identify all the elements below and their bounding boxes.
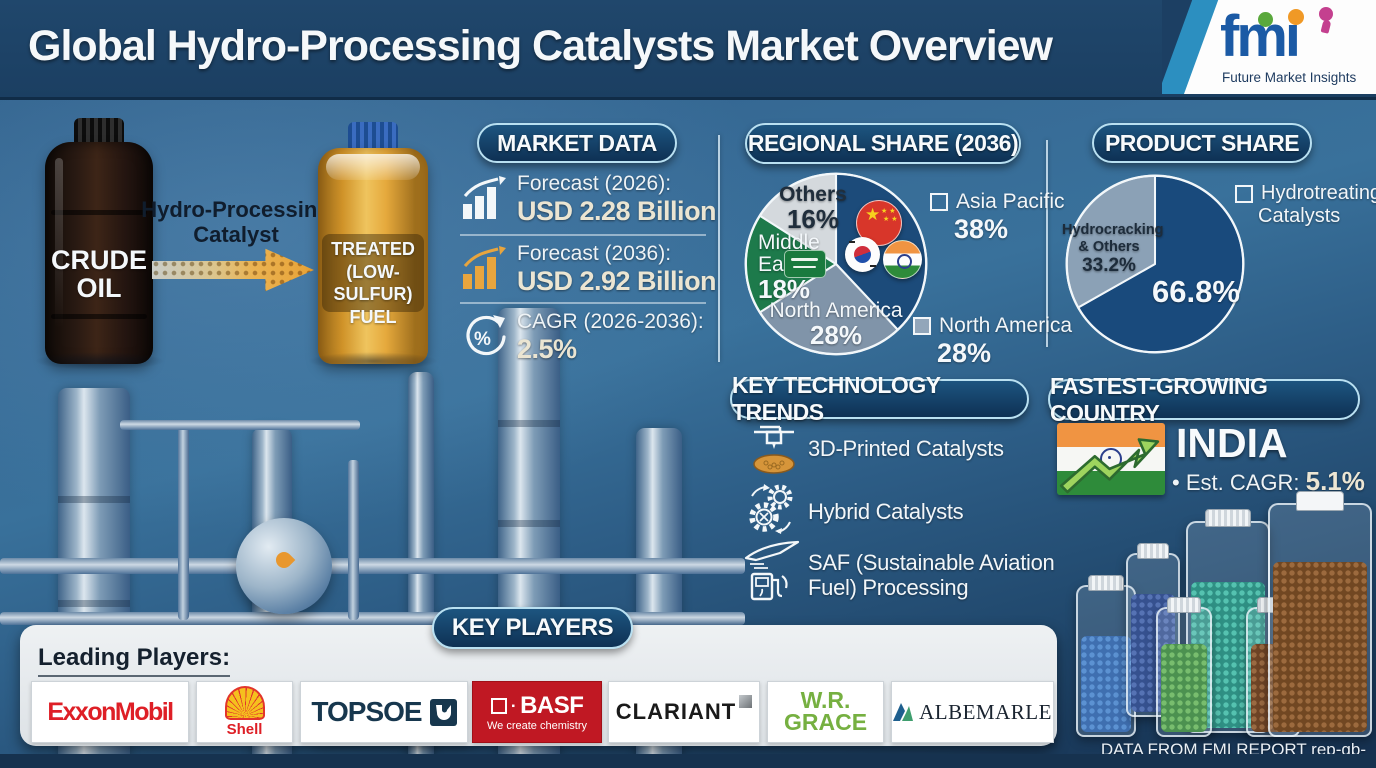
legend-north-america: North America	[913, 314, 1072, 338]
trend-hybrid: Hybrid Catalysts	[808, 499, 964, 524]
treated-fuel-label: TREATED (LOW-SULFUR) FUEL	[331, 239, 415, 327]
logo-orange-dot-icon	[1288, 9, 1304, 25]
saudi-arabia-flag-icon	[784, 250, 826, 278]
cagr-label: CAGR (2026-2036):	[517, 310, 704, 333]
bottle-cap	[348, 122, 398, 150]
legend-asia-pacific: Asia Pacific	[930, 190, 1065, 214]
pie-label-hydrocracking: Hydrocracking & Others 33.2%	[1062, 222, 1164, 276]
shell-pecten-icon	[224, 686, 265, 720]
logo-person-body	[1320, 19, 1332, 34]
legend-north-america-pct: 28%	[937, 338, 992, 368]
india-flag	[1057, 423, 1165, 495]
forecast-2026-value: USD 2.28 Billion	[517, 196, 717, 226]
crude-oil-bottle: CRUDE OIL	[45, 118, 153, 364]
key-players-heading: KEY PLAYERS	[432, 607, 633, 649]
growth-arrow-icon	[1059, 438, 1160, 494]
legend-checkbox-icon	[1235, 184, 1253, 203]
logo-green-dot-icon	[1258, 12, 1273, 27]
player-logo-albemarle: ALBEMARLE	[891, 681, 1054, 743]
process-arrow-icon	[152, 248, 314, 292]
bar-chart-orange-icon	[460, 246, 508, 297]
percent-growth-icon: %	[460, 312, 510, 367]
header: Global Hydro-Processing Catalysts Market…	[0, 0, 1376, 100]
pie-label-hydrotreating-pct: 66.8%	[1152, 274, 1240, 309]
player-logo-wr-grace: W.R. GRACE	[767, 681, 884, 743]
fastest-country-name: INDIA	[1176, 420, 1288, 466]
albemarle-mark-icon	[893, 703, 914, 721]
regional-share-heading: REGIONAL SHARE (2036)	[745, 123, 1021, 164]
gears-icon	[744, 482, 800, 543]
market-data-heading: MARKET DATA	[477, 123, 677, 163]
legend-checkbox-icon	[930, 193, 948, 211]
india-flag-round-icon	[883, 240, 922, 279]
legend-hydrotreating-line2: Catalysts	[1258, 205, 1341, 227]
treated-fuel-bottle: TREATED (LOW-SULFUR) FUEL	[318, 122, 428, 364]
product-share-pie-chart	[1065, 174, 1245, 354]
tech-trends-heading: KEY TECHNOLOGY TRENDS	[730, 372, 1029, 425]
basf-square-icon	[490, 698, 507, 714]
leading-players-label: Leading Players:	[38, 644, 231, 677]
forecast-2036-value: USD 2.92 Billion	[517, 266, 717, 296]
player-logo-clariant: CLARIANT	[608, 681, 760, 743]
bottle-body	[45, 142, 153, 364]
forecast-2026-label: Forecast (2026):	[517, 172, 672, 195]
player-logo-topsoe: TOPSOE	[300, 681, 468, 743]
clariant-square-icon	[739, 694, 753, 708]
pie-label-north-america: North America 28%	[769, 299, 903, 351]
topsoe-mark-icon	[429, 698, 457, 726]
3d-printer-icon	[746, 422, 802, 483]
player-logo-exxonmobil: ExxonMobil	[31, 681, 189, 743]
legend-hydrotreating: Hydrotreating	[1235, 182, 1376, 205]
plane-fuel-pump-icon	[744, 540, 802, 607]
legend-asia-pacific-pct: 38%	[954, 214, 1009, 244]
bar-chart-white-icon	[460, 176, 508, 227]
fastest-country-heading: FASTEST-GROWING COUNTRY	[1048, 373, 1360, 426]
bottom-strip	[0, 754, 1376, 768]
pie-label-others: Others 16%	[779, 183, 847, 235]
logo-person-icon	[1319, 7, 1333, 21]
crude-oil-label: CRUDE OIL	[50, 245, 147, 304]
player-logo-basf: ▪ BASF We create chemistry	[472, 681, 602, 743]
trend-saf: SAF (Sustainable Aviation Fuel) Processin…	[808, 550, 1055, 601]
player-logo-shell: Shell	[196, 681, 293, 743]
fmi-logo: fmi Future Market Insights	[1162, 0, 1376, 94]
legend-checkbox-icon	[913, 317, 931, 335]
logo-tagline: Future Market Insights	[1222, 70, 1357, 85]
page-title: Global Hydro-Processing Catalysts Market…	[28, 22, 1053, 70]
south-korea-flag-icon	[845, 237, 880, 272]
catalyst-bottles-illustration	[1060, 491, 1376, 745]
product-share-heading: PRODUCT SHARE	[1092, 123, 1312, 163]
process-arrow-label: Hydro-Processing Catalyst	[141, 197, 331, 248]
forecast-2036-label: Forecast (2036):	[517, 242, 672, 265]
svg-text:%: %	[474, 329, 491, 350]
bottle-body	[318, 148, 428, 364]
cagr-value: 2.5%	[517, 334, 577, 364]
bottle-cap	[74, 118, 124, 145]
trend-3d-printed: 3D-Printed Catalysts	[808, 436, 1004, 461]
